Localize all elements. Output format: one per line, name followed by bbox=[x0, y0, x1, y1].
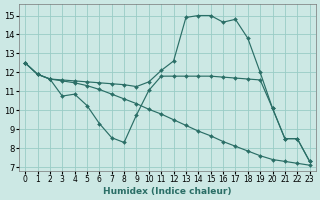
X-axis label: Humidex (Indice chaleur): Humidex (Indice chaleur) bbox=[103, 187, 232, 196]
